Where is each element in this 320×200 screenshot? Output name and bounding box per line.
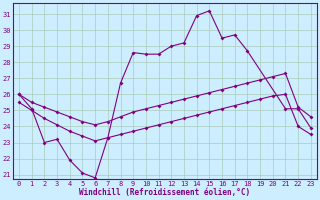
X-axis label: Windchill (Refroidissement éolien,°C): Windchill (Refroidissement éolien,°C) <box>79 188 251 197</box>
